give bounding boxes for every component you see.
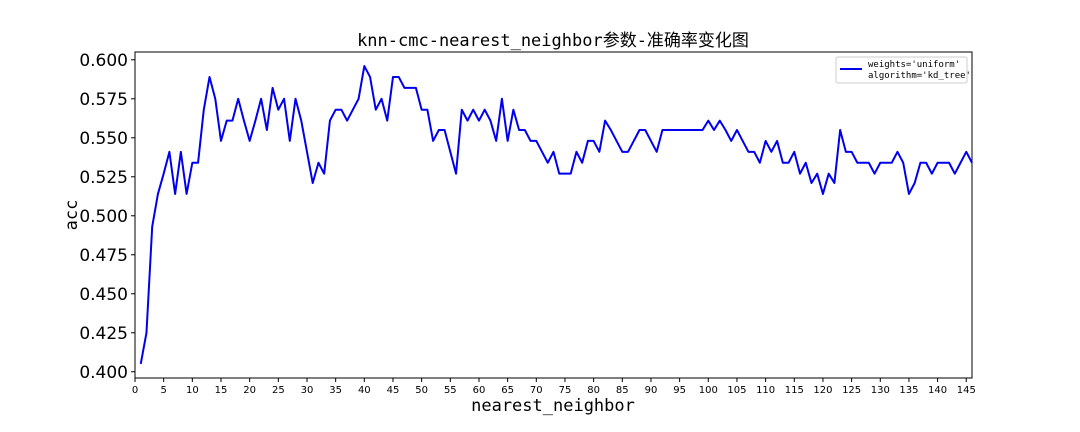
x-tick-label: 120 (813, 385, 832, 396)
y-tick-label: 0.525 (79, 168, 128, 188)
x-tick-label: 75 (559, 385, 572, 396)
x-tick-label: 80 (587, 385, 600, 396)
x-tick-label: 40 (358, 385, 371, 396)
y-axis-label: acc (62, 200, 82, 231)
x-tick-label: 5 (160, 385, 166, 396)
x-tick-label: 55 (444, 385, 457, 396)
x-tick-label: 135 (899, 385, 918, 396)
x-tick-label: 95 (673, 385, 686, 396)
series-layer (139, 65, 973, 365)
x-tick-label: 20 (243, 385, 256, 396)
series-line (139, 65, 973, 365)
x-tick-label: 30 (301, 385, 314, 396)
x-tick-label: 145 (957, 385, 976, 396)
x-tick-label: 125 (842, 385, 861, 396)
y-tick-label: 0.575 (79, 90, 128, 110)
x-tick-label: 10 (186, 385, 199, 396)
plot-area (134, 51, 973, 379)
x-tick-label: 130 (871, 385, 890, 396)
x-tick-label: 70 (530, 385, 543, 396)
y-tick-label: 0.475 (79, 246, 128, 266)
y-tick-label: 0.425 (79, 324, 128, 344)
legend-box (835, 56, 968, 84)
y-tick-label: 0.400 (79, 363, 128, 383)
x-tick-label: 105 (727, 385, 746, 396)
legend-entry-algorithm: algorithm='kd_tree' (868, 71, 971, 81)
x-tick-label: 35 (329, 385, 342, 396)
legend-entry-weights: weights='uniform' (868, 60, 960, 70)
x-axis-label: nearest_neighbor (471, 396, 635, 416)
x-tick-label: 100 (699, 385, 718, 396)
x-tick-label: 0 (132, 385, 138, 396)
x-tick-label: 15 (215, 385, 228, 396)
y-tick-label: 0.500 (79, 207, 128, 227)
x-tick-label: 90 (645, 385, 658, 396)
x-tick-label: 115 (785, 385, 804, 396)
x-tick-label: 50 (415, 385, 428, 396)
y-axis: 0.400 0.425 0.450 0.475 0.500 0.525 0.550 0.575… (79, 51, 135, 383)
x-tick-label: 140 (928, 385, 947, 396)
x-tick-label: 110 (756, 385, 775, 396)
y-tick-label: 0.550 (79, 129, 128, 149)
y-tick-label: 0.600 (79, 51, 128, 71)
x-tick-label: 45 (387, 385, 400, 396)
x-axis: 0 5 10 15 20 25 30 35 40 45 50 55 60 65 70 75 80 85 90 95 10… (132, 378, 976, 396)
x-tick-label: 65 (501, 385, 514, 396)
y-tick-label: 0.450 (79, 285, 128, 305)
legend: weights='uniform' algorithm='kd_tree' (835, 56, 971, 84)
x-tick-label: 60 (473, 385, 486, 396)
x-tick-label: 85 (616, 385, 629, 396)
x-tick-label: 25 (272, 385, 285, 396)
chart-title: knn-cmc-nearest_neighbor参数-准确率变化图 (357, 31, 749, 51)
